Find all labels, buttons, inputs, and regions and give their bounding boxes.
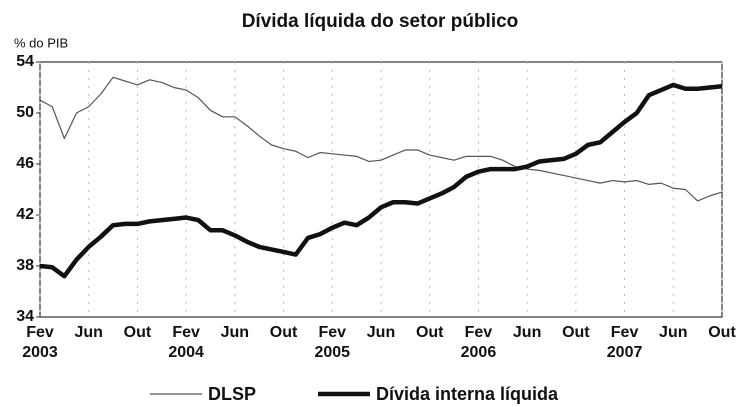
x-tick-label: Fev 2005	[314, 324, 350, 361]
x-tick-label: Fev 2003	[22, 324, 58, 361]
legend-label: Dívida interna líquida	[376, 384, 559, 404]
y-tick-label: 34	[16, 308, 34, 325]
x-tick-label: Out	[124, 324, 152, 341]
x-tick-label: Out	[416, 324, 444, 341]
y-tick-label: 42	[16, 206, 34, 223]
x-tick-label: Out	[270, 324, 298, 341]
x-tick-label: Jun	[659, 324, 687, 341]
x-tick-label: Fev 2004	[168, 324, 204, 361]
x-tick-label: Out	[562, 324, 590, 341]
chart-title: Dívida líquida do setor público	[242, 11, 519, 32]
y-tick-label: 46	[16, 155, 34, 172]
y-tick-label: 54	[16, 53, 34, 70]
line-series	[39, 76, 723, 202]
x-tick-label: Fev 2006	[461, 324, 497, 361]
y-tick-label: 38	[16, 257, 34, 274]
y-tick-label: 50	[16, 104, 34, 121]
x-tick-label: Jun	[367, 324, 395, 341]
x-tick-label: Fev 2007	[607, 324, 643, 361]
y-axis-label: % do PIB	[14, 35, 68, 50]
x-tick-label: Jun	[74, 324, 102, 341]
x-tick-label: Jun	[221, 324, 249, 341]
x-tick-label: Jun	[513, 324, 541, 341]
line-series	[39, 82, 723, 279]
legend-label: DLSP	[208, 384, 256, 404]
x-tick-label: Out	[708, 324, 736, 341]
